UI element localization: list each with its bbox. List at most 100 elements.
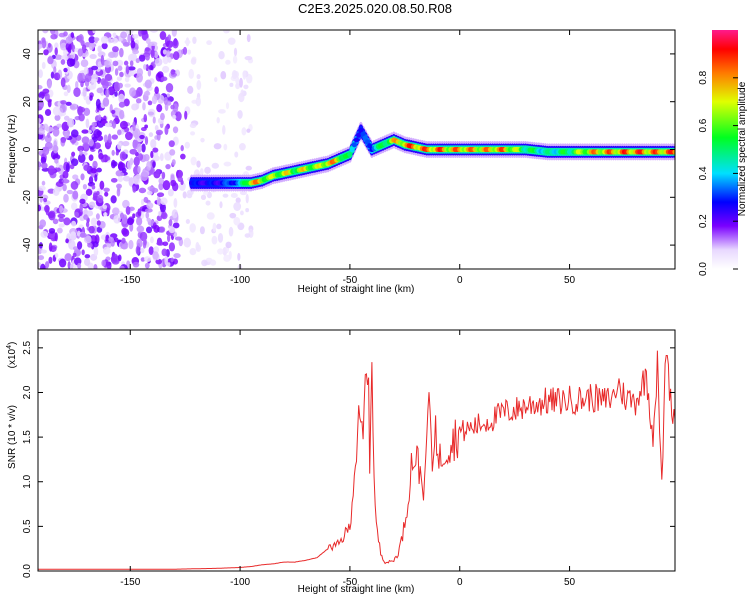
noise-blob <box>71 151 76 157</box>
noise-blob <box>85 188 93 196</box>
noise-blob <box>105 88 110 98</box>
noise-blob <box>85 118 90 129</box>
noise-blob <box>128 239 134 250</box>
noise-blob <box>170 179 177 187</box>
noise-blob <box>229 82 234 87</box>
noise-blob <box>231 69 238 80</box>
noise-blob <box>70 181 79 190</box>
noise-blob <box>95 98 101 109</box>
noise-blob <box>111 37 119 44</box>
spectrogram-panel: -150 -100 -50 0 50 -40 -20 0 20 40 Height of str… <box>7 29 676 295</box>
noise-blob <box>96 194 104 204</box>
noise-blob <box>65 238 69 244</box>
noise-blob <box>144 79 152 89</box>
noise-blob <box>143 114 148 123</box>
noise-blob <box>119 265 125 269</box>
noise-blob <box>53 72 61 81</box>
noise-blob <box>165 83 174 93</box>
x-tick-label: 50 <box>564 275 576 286</box>
noise-blob <box>235 197 241 204</box>
noise-blob <box>44 92 50 101</box>
noise-blob <box>152 147 159 153</box>
spectrogram-y-ticks: -40 -20 0 20 40 <box>22 48 675 252</box>
noise-blob <box>117 254 122 262</box>
noise-blob <box>38 122 41 129</box>
y-tick-label: 0 <box>22 146 33 152</box>
noise-blob <box>117 142 122 150</box>
noise-blob <box>240 89 245 97</box>
noise-blob <box>192 36 197 44</box>
noise-blob <box>94 174 98 182</box>
noise-blob <box>73 87 81 98</box>
noise-blob <box>155 258 162 265</box>
noise-blob <box>119 71 124 78</box>
noise-blob <box>132 33 139 39</box>
noise-blob <box>229 212 237 219</box>
noise-blob <box>72 252 77 258</box>
noise-blob <box>222 193 229 198</box>
noise-blob <box>223 143 228 151</box>
noise-blob <box>104 60 111 68</box>
ridge-point <box>360 131 366 137</box>
noise-blob <box>237 222 245 231</box>
noise-blob <box>141 31 149 41</box>
ridge-point <box>356 132 362 138</box>
noise-blob <box>53 66 57 74</box>
x-tick-label: -50 <box>343 275 358 286</box>
noise-blob <box>117 175 123 183</box>
noise-blob <box>116 188 121 197</box>
noise-blob <box>167 56 172 63</box>
noise-blob <box>136 216 143 226</box>
noise-blob <box>170 257 174 263</box>
noise-blob <box>243 84 249 90</box>
noise-blob <box>217 248 224 255</box>
noise-blob <box>151 95 158 105</box>
noise-blob <box>156 241 165 246</box>
noise-blob <box>67 118 75 128</box>
noise-blob <box>77 145 84 152</box>
noise-blob <box>40 230 49 238</box>
noise-blob <box>187 49 192 55</box>
noise-blob <box>190 156 197 166</box>
noise-blob <box>47 132 51 139</box>
noise-blob <box>52 144 59 154</box>
noise-blob <box>143 64 147 70</box>
noise-blob <box>40 156 47 165</box>
snr-x-label: Height of straight line (km) <box>298 584 415 595</box>
noise-blob <box>60 100 67 105</box>
noise-blob <box>114 91 118 97</box>
noise-blob <box>140 247 145 254</box>
noise-blob <box>100 35 109 44</box>
noise-blob <box>91 65 99 71</box>
noise-blob <box>232 55 238 64</box>
noise-blob <box>150 49 155 59</box>
noise-blob <box>85 221 90 228</box>
noise-blob <box>78 113 85 122</box>
noise-blob <box>223 254 231 262</box>
noise-blob <box>83 235 92 244</box>
noise-blob <box>95 213 100 220</box>
snr-frame <box>37 329 676 572</box>
noise-blob <box>195 241 200 252</box>
noise-blob <box>174 236 183 241</box>
noise-blob <box>80 80 84 88</box>
noise-blob <box>209 259 217 266</box>
noise-blob <box>155 129 163 136</box>
noise-blob <box>161 248 168 257</box>
noise-blob <box>62 170 69 179</box>
noise-blob <box>93 264 98 269</box>
noise-blob <box>183 237 192 248</box>
noise-blob <box>90 217 97 227</box>
noise-blob <box>54 114 61 121</box>
noise-blob <box>63 115 70 121</box>
noise-blob <box>138 187 147 194</box>
noise-blob <box>225 241 232 249</box>
noise-blob <box>124 83 131 88</box>
noise-blob <box>142 102 146 111</box>
noise-blob <box>72 190 79 200</box>
noise-blob <box>54 253 59 258</box>
noise-blob <box>83 164 91 172</box>
noise-blob <box>65 42 72 52</box>
noise-blob <box>189 223 196 233</box>
noise-blob <box>237 110 243 119</box>
